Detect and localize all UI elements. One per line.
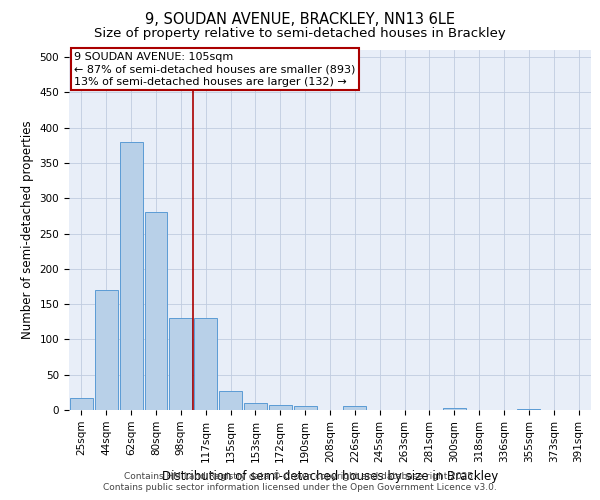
Bar <box>269 405 292 410</box>
Text: 9, SOUDAN AVENUE, BRACKLEY, NN13 6LE: 9, SOUDAN AVENUE, BRACKLEY, NN13 6LE <box>145 12 455 28</box>
Bar <box>294 406 317 410</box>
Text: 9 SOUDAN AVENUE: 105sqm
← 87% of semi-detached houses are smaller (893)
13% of s: 9 SOUDAN AVENUE: 105sqm ← 87% of semi-de… <box>74 52 356 86</box>
Bar <box>120 142 143 410</box>
Bar <box>169 318 192 410</box>
Bar <box>517 408 540 410</box>
Text: Contains HM Land Registry data © Crown copyright and database right 2025.
Contai: Contains HM Land Registry data © Crown c… <box>103 472 497 492</box>
Text: Size of property relative to semi-detached houses in Brackley: Size of property relative to semi-detach… <box>94 28 506 40</box>
Bar <box>70 398 93 410</box>
Bar <box>443 408 466 410</box>
Bar <box>145 212 167 410</box>
Y-axis label: Number of semi-detached properties: Number of semi-detached properties <box>21 120 34 340</box>
Bar <box>219 391 242 410</box>
Bar <box>343 406 366 410</box>
Bar <box>194 318 217 410</box>
X-axis label: Distribution of semi-detached houses by size in Brackley: Distribution of semi-detached houses by … <box>162 470 498 483</box>
Bar <box>95 290 118 410</box>
Bar <box>244 403 267 410</box>
